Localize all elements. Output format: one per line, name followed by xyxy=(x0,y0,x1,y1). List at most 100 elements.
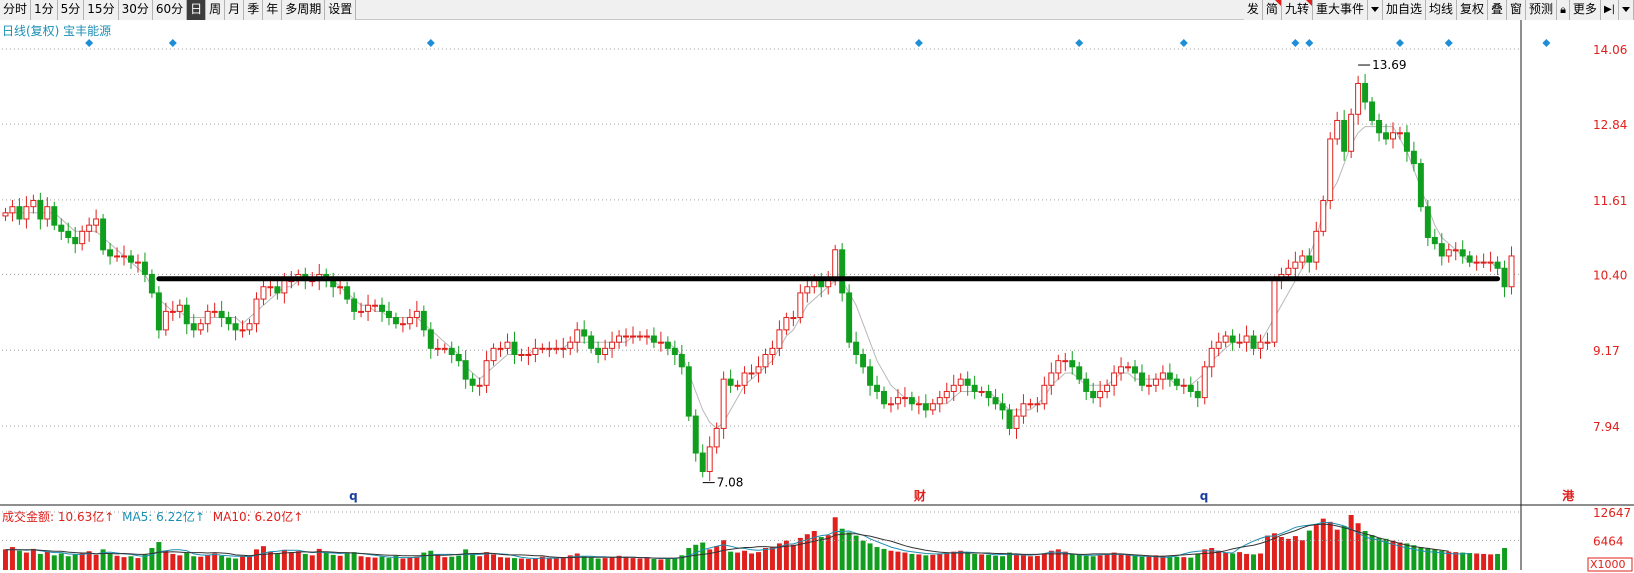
candle-body xyxy=(462,360,469,380)
period-tab-5[interactable]: 60分 xyxy=(152,0,188,20)
tool-button-8[interactable]: 窗 xyxy=(1507,0,1527,20)
candle-body xyxy=(358,310,365,313)
candle xyxy=(650,327,657,349)
volume-bar xyxy=(783,540,789,570)
candle-body xyxy=(588,335,595,349)
volume-bar xyxy=(491,554,497,570)
candle xyxy=(657,331,664,352)
volume-bar xyxy=(302,553,308,570)
volume-bar xyxy=(365,557,371,570)
volume-bar xyxy=(756,552,761,570)
volume-bar xyxy=(707,549,713,570)
tool-button-1[interactable]: 简 xyxy=(1262,0,1282,20)
tool-button-9[interactable]: 预测 xyxy=(1526,0,1558,20)
y-tick-label: 14.06 xyxy=(1593,43,1627,57)
candle-body xyxy=(1271,280,1278,343)
tool-button-10[interactable]: 更多 xyxy=(1569,0,1601,20)
candle xyxy=(302,267,309,290)
candle xyxy=(58,218,65,240)
volume-bar xyxy=(588,557,594,570)
period-tab-0[interactable]: 分时 xyxy=(0,0,32,20)
volume-bar xyxy=(330,554,336,570)
volume-bar xyxy=(672,558,678,570)
candle xyxy=(72,227,79,254)
period-tab-11[interactable]: 多周期 xyxy=(282,0,326,20)
tool-button-4[interactable]: 加自选 xyxy=(1382,0,1426,20)
candle xyxy=(162,302,169,336)
candle-body xyxy=(762,354,769,368)
candle xyxy=(232,316,239,341)
volume-bar xyxy=(1320,518,1326,570)
volume-bar xyxy=(170,553,176,570)
candle-body xyxy=(1278,273,1285,282)
period-tab-12[interactable]: 设置 xyxy=(325,0,357,20)
volume-bar xyxy=(1125,554,1131,570)
candle-body xyxy=(860,354,867,368)
volume-bar xyxy=(219,555,225,570)
period-tab-1[interactable]: 1分 xyxy=(31,0,58,20)
volume-bar xyxy=(1097,555,1103,570)
candle-body xyxy=(197,323,204,331)
period-tab-7[interactable]: 周 xyxy=(206,0,226,20)
volume-bar xyxy=(651,558,657,570)
volume-bar xyxy=(449,556,455,570)
volume-bar xyxy=(825,535,831,570)
event-diamond-icon xyxy=(426,39,435,47)
candle-body xyxy=(1055,360,1062,374)
tool-button-2[interactable]: 九转 xyxy=(1281,0,1313,20)
tool-button-3[interactable]: 重大事件 xyxy=(1312,0,1368,20)
candle xyxy=(887,397,894,413)
volume-bar xyxy=(839,528,845,570)
volume-bar xyxy=(937,553,943,570)
period-tab-10[interactable]: 年 xyxy=(263,0,283,20)
candle-body xyxy=(748,372,755,375)
candle xyxy=(267,276,274,297)
volume-bar xyxy=(790,544,796,570)
events-dropdown-button[interactable] xyxy=(1367,0,1383,20)
exit-icon[interactable]: ▶| xyxy=(1600,0,1619,20)
volume-bar xyxy=(1474,553,1480,570)
period-tab-2[interactable]: 5分 xyxy=(57,0,85,20)
tool-button-6[interactable]: 复权 xyxy=(1457,0,1489,20)
candle-body xyxy=(1501,267,1508,288)
event-marker: q xyxy=(349,489,358,503)
period-tab-6[interactable]: 日 xyxy=(187,0,207,20)
candle-body xyxy=(525,354,532,357)
tool-button-7[interactable]: 叠 xyxy=(1488,0,1508,20)
period-tab-8[interactable]: 月 xyxy=(225,0,245,20)
candle xyxy=(107,243,114,265)
volume-bar xyxy=(1216,550,1222,570)
candle xyxy=(1501,260,1508,298)
volume-bar xyxy=(728,551,734,570)
lock-icon[interactable]: 🔒︎ xyxy=(1557,0,1570,20)
volume-bar xyxy=(1348,514,1354,570)
volume-bar xyxy=(386,558,392,570)
candle xyxy=(1480,253,1487,268)
tool-button-5[interactable]: 均线 xyxy=(1425,0,1457,20)
candle xyxy=(616,330,623,349)
candle xyxy=(1055,354,1062,380)
candle xyxy=(413,300,420,328)
candle-body xyxy=(134,261,141,264)
candle xyxy=(706,436,713,482)
candle-body xyxy=(1194,390,1201,399)
candle-body xyxy=(1132,366,1138,374)
volume-bar xyxy=(1251,554,1257,570)
candle-body xyxy=(1257,341,1264,349)
more-dropdown-button[interactable] xyxy=(1619,0,1634,20)
period-tab-3[interactable]: 15分 xyxy=(84,0,119,20)
candle-body xyxy=(1034,403,1041,406)
candle-body xyxy=(1152,378,1159,386)
volume-bar xyxy=(351,552,357,570)
volume-bar xyxy=(1418,547,1424,570)
candle xyxy=(385,301,392,326)
candle-body xyxy=(1424,206,1431,238)
volume-bar xyxy=(247,555,253,570)
tool-button-0[interactable]: 发 xyxy=(1243,0,1263,20)
event-diamond-icon xyxy=(1395,39,1404,47)
volume-bar xyxy=(463,549,469,570)
period-tab-9[interactable]: 季 xyxy=(244,0,264,20)
period-tab-4[interactable]: 30分 xyxy=(118,0,153,20)
candle-body xyxy=(894,397,901,405)
